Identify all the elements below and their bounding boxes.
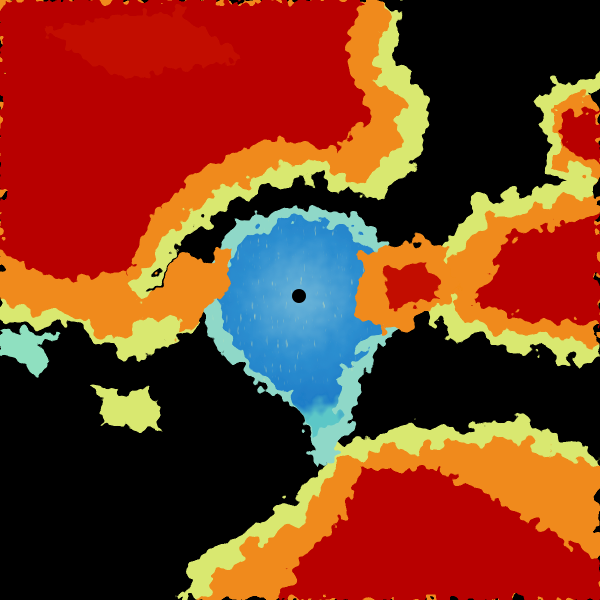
red-northwest [0,0,370,280]
red-northwest-inner [40,10,240,80]
red-east-inner [380,262,440,312]
red-south [280,470,600,600]
echo-edge-west [0,330,60,370]
red-east [475,215,600,325]
echo-edge-southwest [90,385,160,430]
orange-west-inner [150,250,230,330]
radar-site [292,289,306,303]
red-northeast [560,110,600,165]
